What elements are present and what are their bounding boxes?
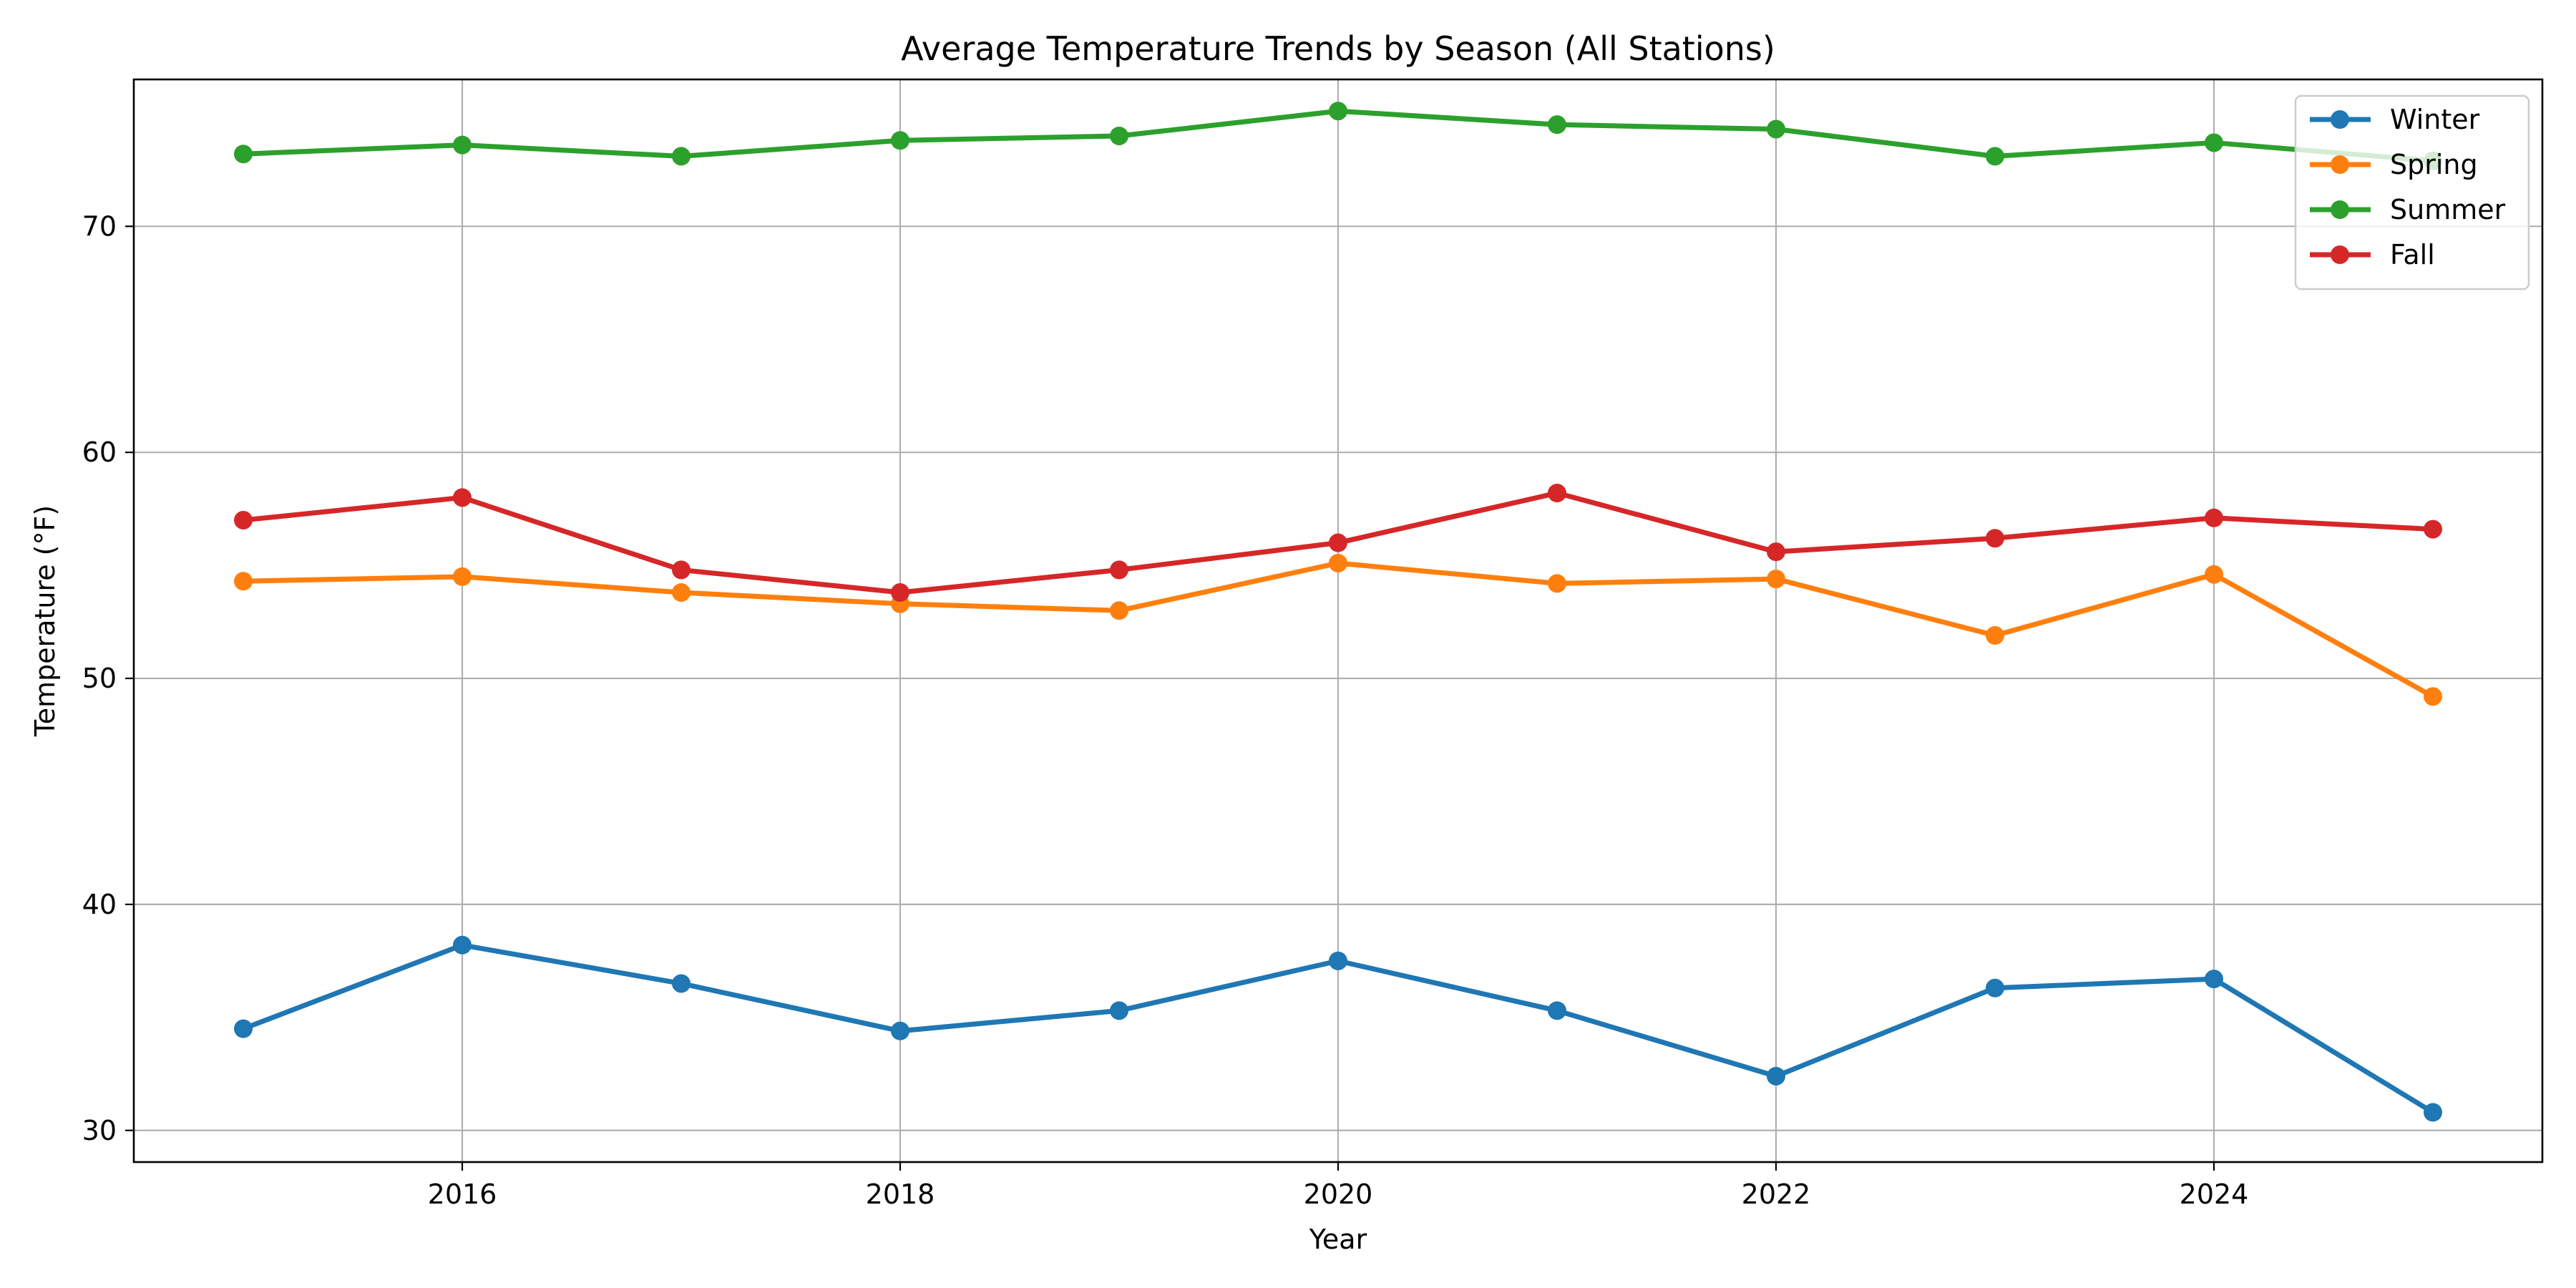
legend-label: Winter [2390, 104, 2480, 135]
data-point-winter [1986, 978, 2004, 997]
legend-swatch-marker [2331, 110, 2349, 129]
data-point-summer [672, 147, 691, 166]
legend-box [2294, 94, 2530, 291]
data-point-fall [1548, 484, 1566, 503]
data-point-spring [1329, 553, 1347, 572]
data-point-winter [1548, 1001, 1566, 1020]
legend-swatch-marker [2331, 245, 2349, 264]
series-fall [234, 484, 2442, 602]
series-spring [234, 553, 2442, 706]
data-point-fall [2205, 508, 2223, 527]
legend-item-winter: Winter [2310, 104, 2480, 135]
data-point-winter [672, 974, 691, 993]
data-point-fall [1986, 529, 2004, 548]
data-point-winter [1110, 1001, 1128, 1020]
data-point-spring [1548, 574, 1566, 593]
legend-item-fall: Fall [2310, 239, 2435, 270]
legend-label: Summer [2390, 194, 2506, 225]
data-point-spring [234, 572, 253, 591]
data-point-summer [1986, 147, 2004, 166]
data-point-fall [1110, 560, 1128, 580]
data-point-summer [1548, 115, 1566, 135]
data-point-winter [2205, 970, 2223, 989]
x-axis-label: Year [1309, 1224, 1367, 1255]
data-point-summer [453, 135, 472, 155]
data-point-spring [1986, 626, 2004, 645]
data-point-winter [891, 1021, 909, 1040]
data-point-fall [453, 488, 472, 507]
data-point-winter [1329, 951, 1347, 970]
chart-title: Average Temperature Trends by Season (Al… [901, 29, 1775, 68]
y-tick-label: 70 [82, 210, 117, 242]
x-tick-label: 2022 [1742, 1179, 1811, 1210]
series-winter [234, 935, 2442, 1122]
y-tick-label: 40 [82, 889, 117, 920]
data-point-fall [891, 583, 909, 602]
data-point-spring [2424, 687, 2442, 706]
y-tick-label: 60 [82, 436, 117, 468]
legend-swatch-marker [2331, 155, 2349, 174]
tick-layer: 2016 2018 2020 2022 2024 30 40 50 60 70 [82, 210, 2249, 1210]
data-point-fall [234, 510, 253, 530]
data-point-fall [2424, 519, 2442, 539]
series-layer [234, 102, 2442, 1122]
data-point-winter [234, 1019, 253, 1038]
data-point-summer [1329, 102, 1347, 121]
legend: Winter Spring Summer Fall [2294, 94, 2530, 291]
data-point-fall [1767, 542, 1785, 562]
y-axis-label: Temperature (°F) [29, 505, 61, 737]
data-point-spring [2205, 565, 2223, 584]
data-point-winter [453, 935, 472, 955]
legend-swatch-marker [2331, 200, 2349, 219]
data-point-spring [1767, 570, 1785, 589]
data-point-summer [891, 131, 909, 150]
legend-item-spring: Spring [2310, 149, 2478, 180]
x-tick-label: 2020 [1304, 1179, 1373, 1210]
data-point-winter [2424, 1103, 2442, 1122]
x-tick-label: 2018 [866, 1179, 935, 1210]
y-tick-label: 30 [82, 1115, 117, 1146]
data-point-summer [1110, 126, 1128, 145]
x-tick-label: 2024 [2180, 1179, 2249, 1210]
grid-layer [134, 79, 2542, 1162]
data-point-spring [1110, 601, 1128, 620]
data-point-summer [234, 145, 253, 164]
legend-label: Fall [2390, 239, 2435, 270]
data-point-spring [672, 583, 691, 602]
y-tick-label: 50 [82, 663, 117, 694]
series-summer [234, 102, 2442, 170]
legend-item-summer: Summer [2310, 194, 2506, 225]
data-point-fall [1329, 533, 1347, 552]
x-tick-label: 2016 [428, 1179, 497, 1210]
data-point-summer [2205, 133, 2223, 152]
data-point-spring [453, 567, 472, 586]
data-point-winter [1767, 1066, 1785, 1085]
data-point-fall [672, 560, 691, 580]
data-point-summer [1767, 119, 1785, 139]
legend-label: Spring [2390, 149, 2478, 180]
